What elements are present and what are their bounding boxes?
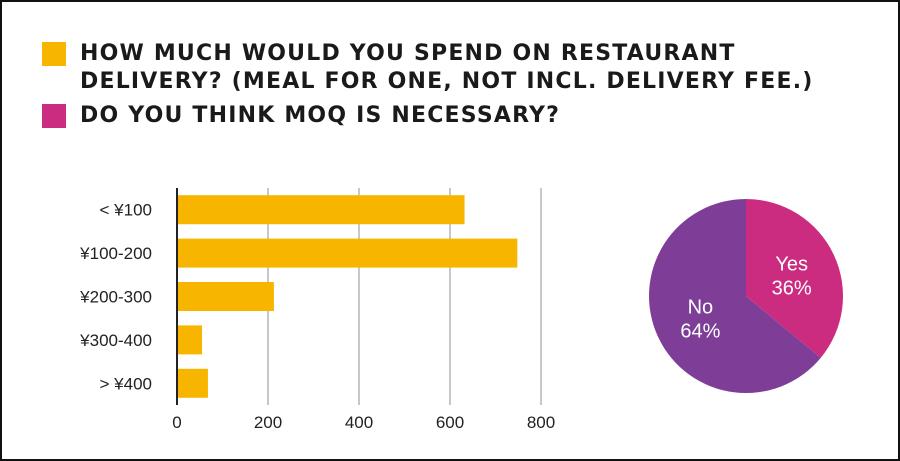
x-tick-label: 600 bbox=[436, 413, 464, 432]
x-tick-label: 800 bbox=[527, 413, 555, 432]
pie-slice-value: 36% bbox=[772, 278, 812, 300]
y-tick-label: < ¥100 bbox=[100, 201, 152, 220]
pie-slice bbox=[649, 199, 821, 393]
pie-slice-label: No bbox=[688, 296, 714, 318]
bar bbox=[177, 282, 274, 311]
pie-slice-value: 64% bbox=[680, 320, 720, 342]
y-tick-label: ¥200-300 bbox=[79, 288, 152, 307]
bar bbox=[177, 238, 518, 268]
legend: HOW MUCH WOULD YOU SPEND ON RESTAURANT D… bbox=[42, 40, 880, 136]
y-tick-label: > ¥400 bbox=[100, 374, 152, 393]
pie-slice-label: Yes bbox=[775, 254, 808, 276]
x-tick-label: 0 bbox=[172, 413, 181, 432]
legend-item-spend: HOW MUCH WOULD YOU SPEND ON RESTAURANT D… bbox=[42, 40, 880, 96]
pie-slice bbox=[746, 199, 843, 358]
y-tick-label: ¥100-200 bbox=[79, 244, 152, 263]
legend-item-moq: DO YOU THINK MOQ IS NECESSARY? bbox=[42, 102, 880, 130]
legend-swatch-moq bbox=[42, 104, 66, 128]
bar bbox=[177, 325, 203, 355]
x-tick-label: 400 bbox=[345, 413, 373, 432]
legend-label-spend: HOW MUCH WOULD YOU SPEND ON RESTAURANT D… bbox=[80, 41, 814, 94]
legend-swatch-spend bbox=[42, 42, 66, 66]
bar bbox=[177, 368, 208, 398]
y-tick-label: ¥300-400 bbox=[79, 331, 152, 350]
x-tick-label: 200 bbox=[254, 413, 282, 432]
legend-label-moq: DO YOU THINK MOQ IS NECESSARY? bbox=[80, 103, 561, 128]
bar bbox=[177, 195, 465, 225]
